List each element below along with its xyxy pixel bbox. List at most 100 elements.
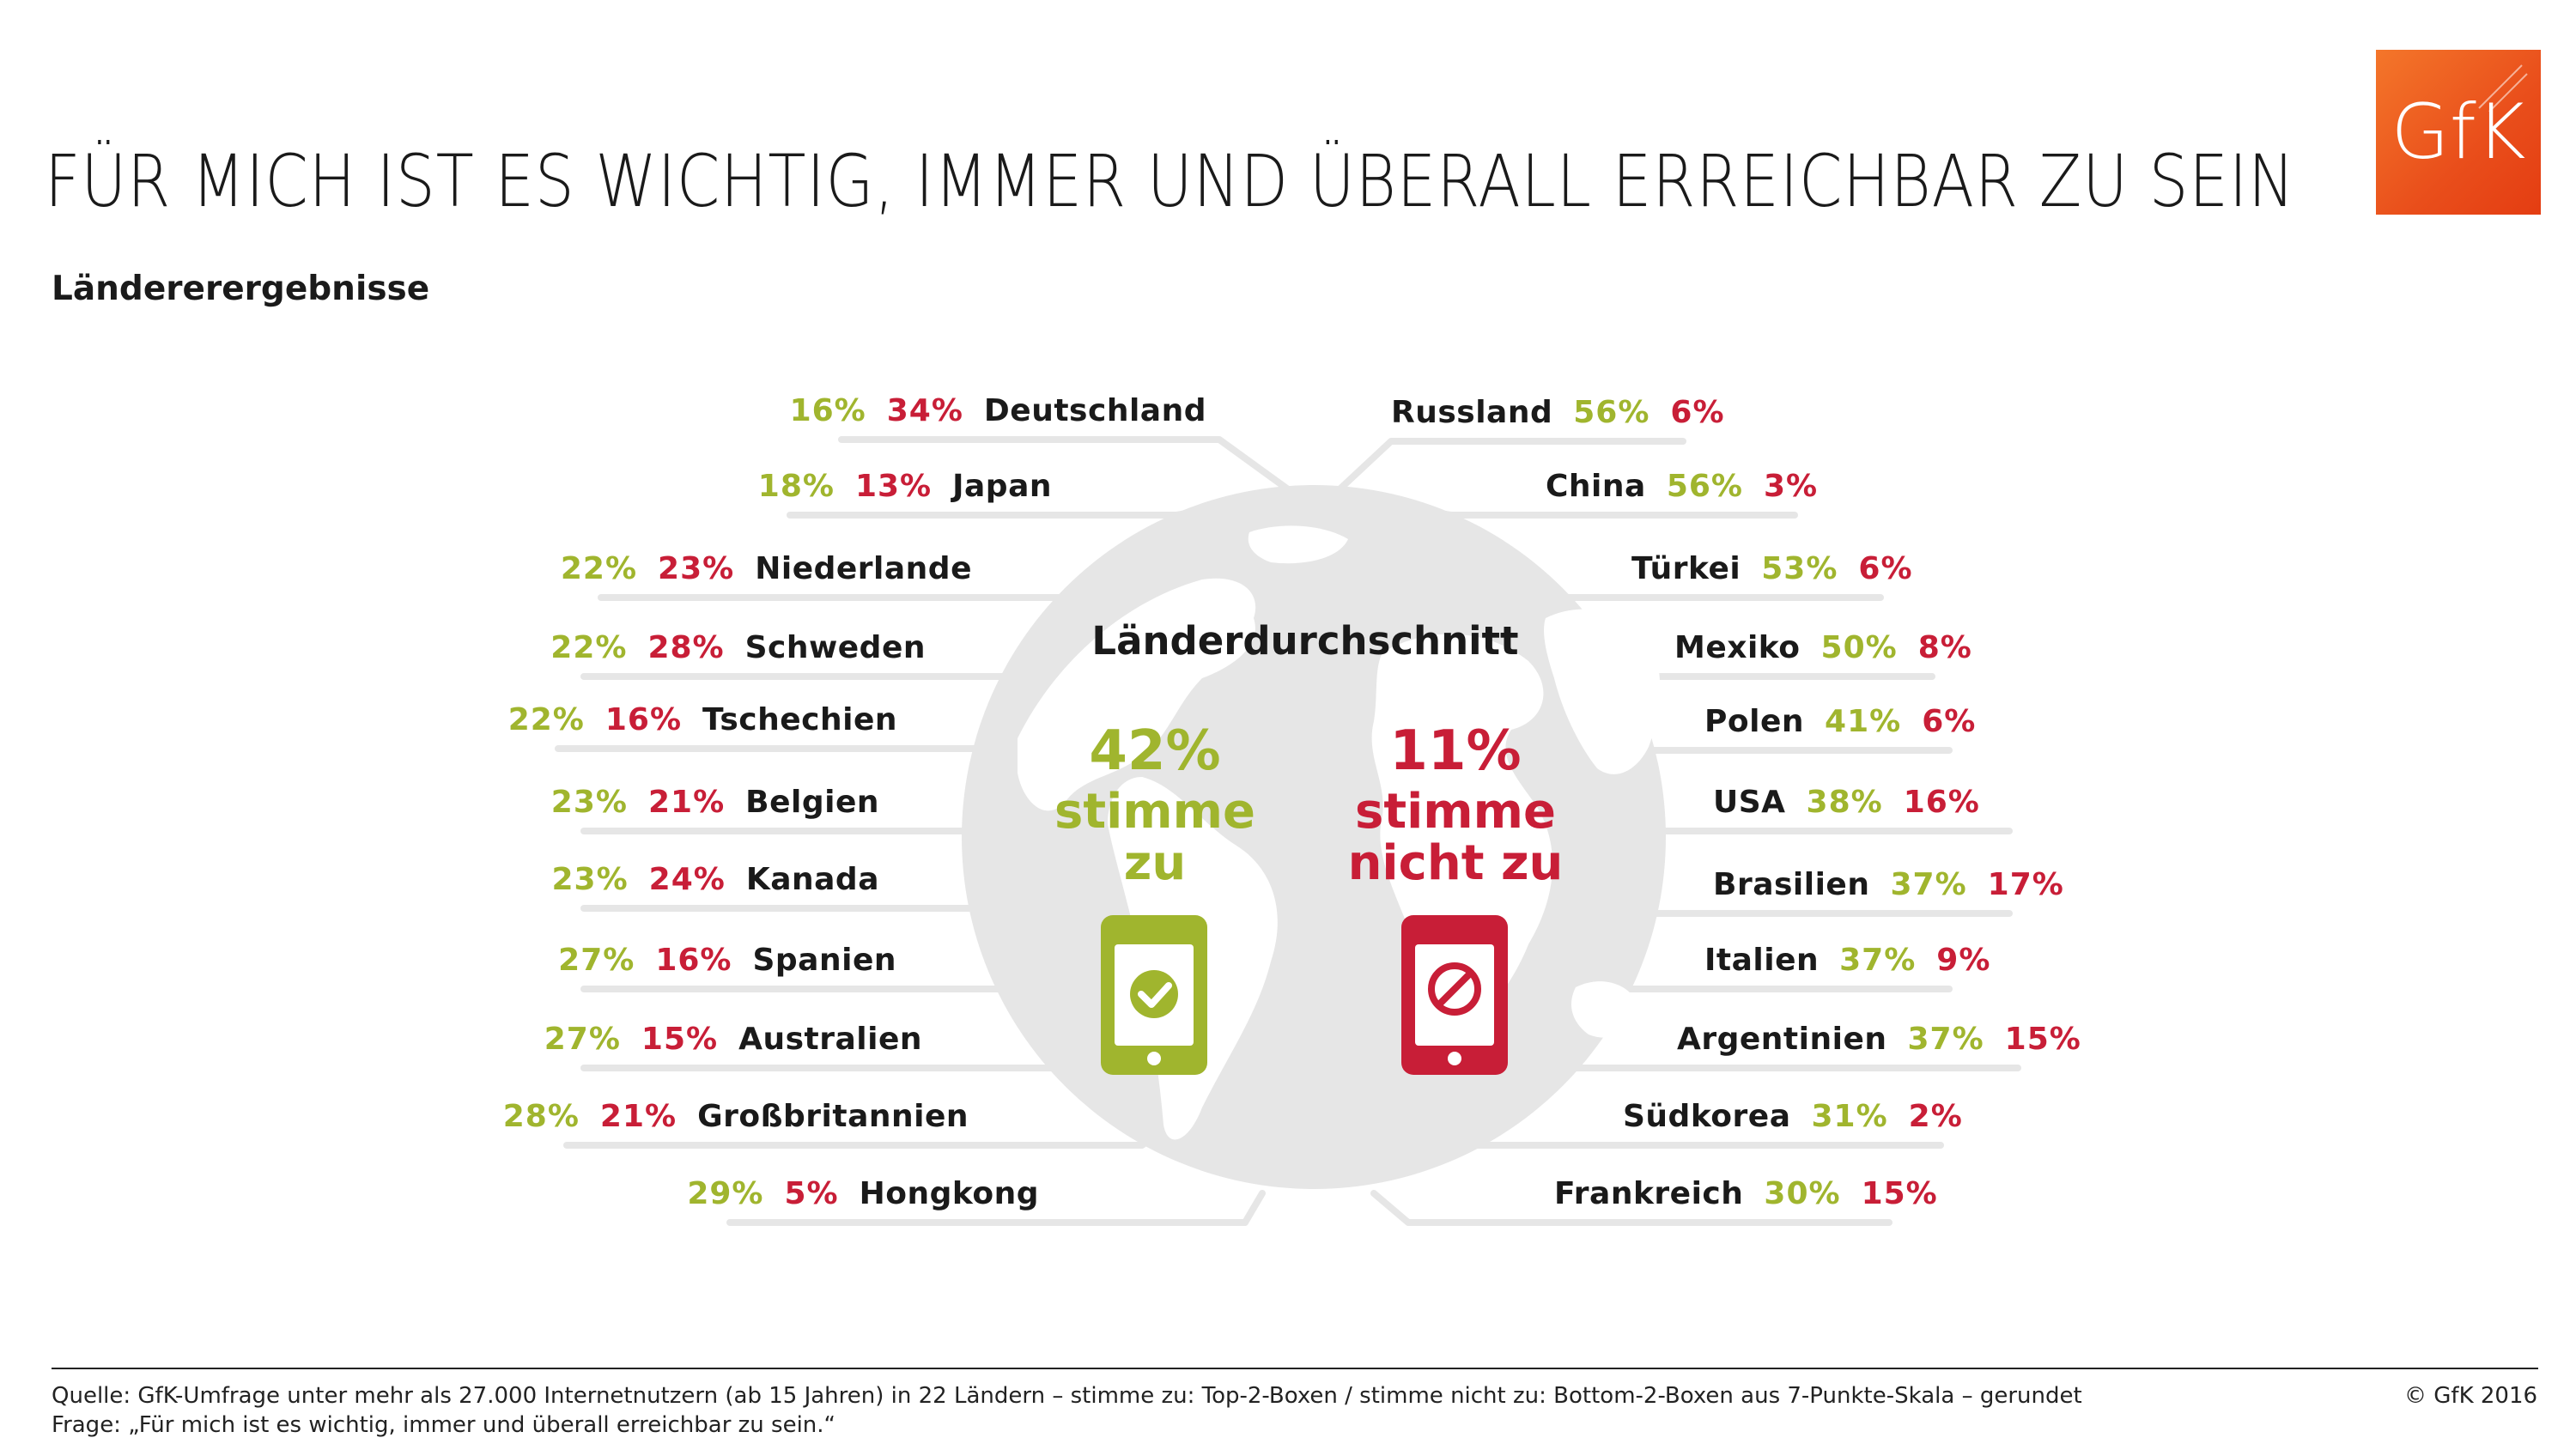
country-row-right: Frankreich 30% 15% [1554, 1174, 1938, 1214]
footer-question: Frage: „Für mich ist es wichtig, immer u… [52, 1412, 835, 1438]
agree-value: 29% [687, 1174, 763, 1214]
agree-value: 23% [551, 860, 628, 900]
country-name: Kanada [746, 860, 879, 900]
agree-value: 22% [508, 701, 585, 740]
country-name: Spanien [752, 941, 896, 980]
country-row-left: 28% 21% Großbritannien [503, 1097, 969, 1137]
disagree-value: 2% [1909, 1097, 1963, 1137]
country-name: Japan [952, 467, 1052, 507]
average-disagree-label-line1: stimme [1314, 786, 1597, 838]
country-row-left: 16%34%Deutschland [790, 391, 1206, 431]
disagree-value: 3% [1764, 467, 1818, 507]
average-agree-label-line2: zu [1013, 838, 1297, 889]
country-row-left: 22% 16% Tschechien [508, 701, 897, 740]
disagree-value: 15% [1862, 1174, 1938, 1214]
agree-value: 41% [1825, 702, 1901, 742]
agree-value: 22% [550, 628, 627, 668]
country-row-right: USA 38% 16% [1713, 783, 1980, 822]
country-row-left: 27% 16% Spanien [558, 941, 896, 980]
country-row-left: 29% 5% Hongkong [687, 1174, 1039, 1214]
agree-value: 56% [1667, 467, 1743, 507]
country-name: Großbritannien [697, 1097, 969, 1137]
country-name: Argentinien [1677, 1020, 1887, 1059]
country-row-right: Türkei 53% 6% [1631, 549, 1913, 589]
disagree-value: 28% [647, 628, 724, 668]
average-disagree-label-line2: nicht zu [1314, 838, 1597, 889]
disagree-value: 21% [648, 783, 725, 822]
disagree-value: 21% [600, 1097, 677, 1137]
disagree-value: 24% [649, 860, 726, 900]
country-row-right: Brasilien37%17% [1713, 865, 2064, 905]
country-name: Schweden [745, 628, 926, 668]
country-name: Hongkong [860, 1174, 1039, 1214]
country-name: Türkei [1631, 549, 1741, 589]
country-row-left: 22% 23% Niederlande [561, 549, 972, 589]
agree-value: 37% [1908, 1020, 1984, 1059]
country-name: Tschechien [702, 701, 897, 740]
disagree-value: 5% [785, 1174, 839, 1214]
agree-value: 37% [1890, 865, 1966, 905]
country-name: Russland [1391, 393, 1552, 433]
agree-value: 16% [790, 391, 866, 431]
phone-prohibited-icon [1401, 915, 1508, 1075]
country-row-left: 23% 21% Belgien [551, 783, 879, 822]
disagree-value: 16% [655, 941, 732, 980]
disagree-value: 9% [1936, 941, 1990, 980]
country-name: Australien [738, 1020, 922, 1059]
average-disagree-value: 11% [1335, 721, 1576, 781]
country-row-right: Italien 37% 9% [1704, 941, 1990, 980]
disagree-value: 23% [658, 549, 734, 589]
country-name: Belgien [745, 783, 879, 822]
country-name: Südkorea [1623, 1097, 1791, 1137]
average-agree-label-line1: stimme [1013, 786, 1297, 838]
agree-value: 56% [1573, 393, 1649, 433]
agree-value: 31% [1812, 1097, 1888, 1137]
country-row-right: China 56% 3% [1546, 467, 1818, 507]
footer-source: Quelle: GfK-Umfrage unter mehr als 27.00… [52, 1383, 2082, 1409]
country-name: Niederlande [755, 549, 972, 589]
agree-value: 22% [561, 549, 637, 589]
agree-value: 27% [558, 941, 635, 980]
country-name: Frankreich [1554, 1174, 1743, 1214]
country-name: Deutschland [984, 391, 1206, 431]
agree-value: 30% [1764, 1174, 1840, 1214]
footer-copyright: © GfK 2016 [2404, 1383, 2537, 1409]
country-row-right: Polen 41% 6% [1704, 702, 1976, 742]
country-name: China [1546, 467, 1646, 507]
agree-value: 28% [503, 1097, 580, 1137]
disagree-value: 15% [2005, 1020, 2081, 1059]
country-name: USA [1713, 783, 1786, 822]
disagree-value: 6% [1670, 393, 1724, 433]
country-name: Polen [1704, 702, 1804, 742]
connector-line-left [790, 507, 1228, 515]
disagree-value: 16% [1904, 783, 1980, 822]
agree-value: 50% [1821, 628, 1898, 668]
country-row-left: 18%13%Japan [758, 467, 1052, 507]
country-row-left: 22% 28% Schweden [550, 628, 926, 668]
average-agree-value: 42% [1035, 721, 1275, 781]
agree-value: 53% [1761, 549, 1838, 589]
disagree-value: 8% [1918, 628, 1972, 668]
disagree-value: 15% [641, 1020, 718, 1059]
country-row-left: 27% 15% Australien [544, 1020, 922, 1059]
disagree-value: 16% [605, 701, 682, 740]
disagree-value: 6% [1858, 549, 1912, 589]
country-row-left: 23% 24% Kanada [551, 860, 879, 900]
footer-divider [52, 1368, 2538, 1369]
average-title: Länderdurchschnitt [1005, 618, 1606, 664]
country-row-right: Argentinien 37% 15% [1677, 1020, 2081, 1059]
disagree-value: 13% [855, 467, 932, 507]
country-row-right: Südkorea 31% 2% [1623, 1097, 1963, 1137]
country-row-right: Mexiko 50% 8% [1674, 628, 1972, 668]
agree-value: 23% [551, 783, 628, 822]
agree-value: 37% [1839, 941, 1916, 980]
agree-value: 38% [1807, 783, 1883, 822]
disagree-value: 6% [1922, 702, 1976, 742]
phone-check-icon [1101, 915, 1207, 1075]
country-row-right: Russland 56% 6% [1391, 393, 1725, 433]
country-name: Mexiko [1674, 628, 1801, 668]
country-name: Italien [1704, 941, 1819, 980]
disagree-value: 17% [1988, 865, 2064, 905]
agree-value: 27% [544, 1020, 621, 1059]
